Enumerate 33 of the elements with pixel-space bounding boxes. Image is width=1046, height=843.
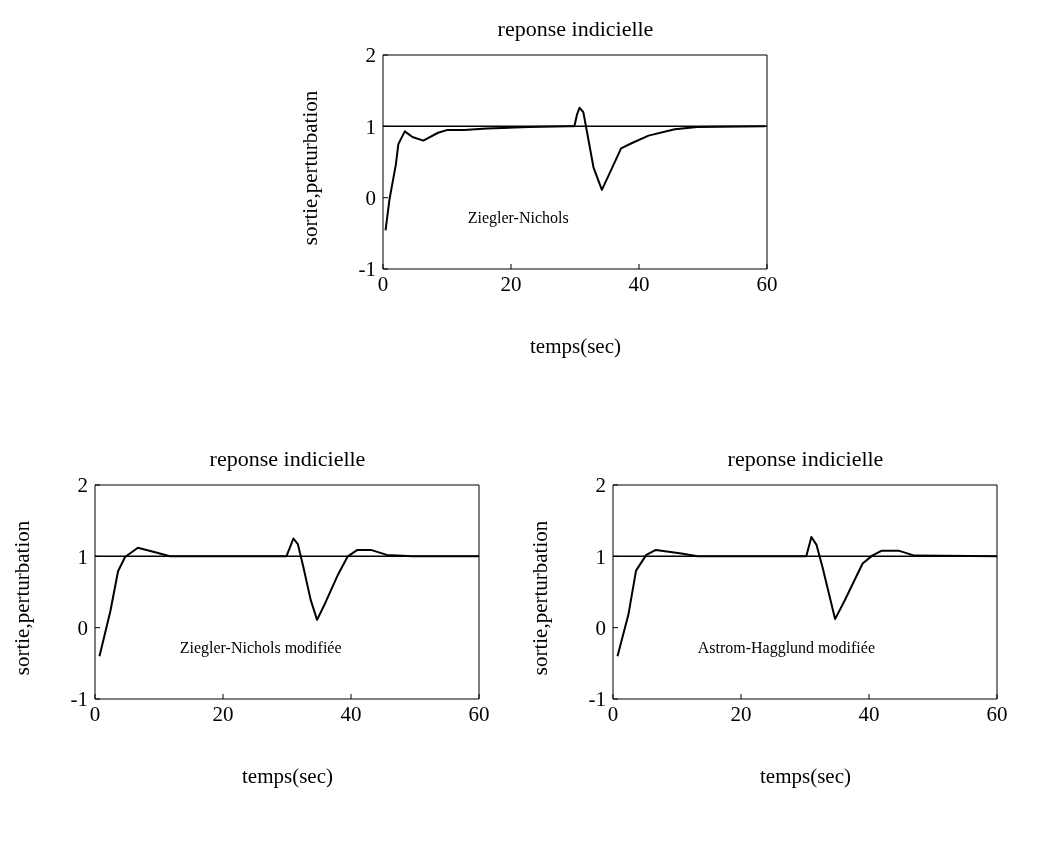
x-tick-label: 40 [858,701,880,726]
y-tick-label: -1 [358,257,376,282]
y-tick-label: 2 [365,43,376,68]
y-axis-title: sortie,perturbation [297,90,323,246]
y-tick-label: -1 [588,687,606,712]
y-tick-label: 1 [365,114,376,139]
x-tick-label: 20 [500,271,522,296]
y-tick-label: 2 [595,473,606,498]
x-tick-label: 60 [756,271,778,296]
annotation: Ziegler-Nichols [467,208,569,227]
x-axis-title: temps(sec) [529,334,622,359]
y-tick-label: 0 [595,616,606,641]
x-tick-label: 20 [730,701,752,726]
y-tick-label: -1 [70,687,88,712]
x-tick-label: 40 [340,701,362,726]
chart-title: reponse indicielle [208,446,367,472]
y-axis-title: sortie,perturbation [527,520,553,676]
annotation: Ziegler-Nichols modifiée [179,638,342,657]
x-tick-label: 20 [212,701,234,726]
chart-title: reponse indicielle [726,446,885,472]
chart-title: reponse indicielle [496,16,655,42]
y-axis-title: sortie,perturbation [9,520,35,676]
y-tick-label: 2 [77,473,88,498]
x-axis-title: temps(sec) [241,764,334,789]
y-tick-label: 0 [365,186,376,211]
y-tick-label: 1 [595,544,606,569]
x-tick-label: 60 [986,701,1008,726]
y-tick-label: 0 [77,616,88,641]
x-tick-label: 60 [468,701,490,726]
x-axis-title: temps(sec) [759,764,852,789]
x-tick-label: 40 [628,271,650,296]
y-tick-label: 1 [77,544,88,569]
annotation: Astrom-Hagglund modifiée [697,638,875,657]
